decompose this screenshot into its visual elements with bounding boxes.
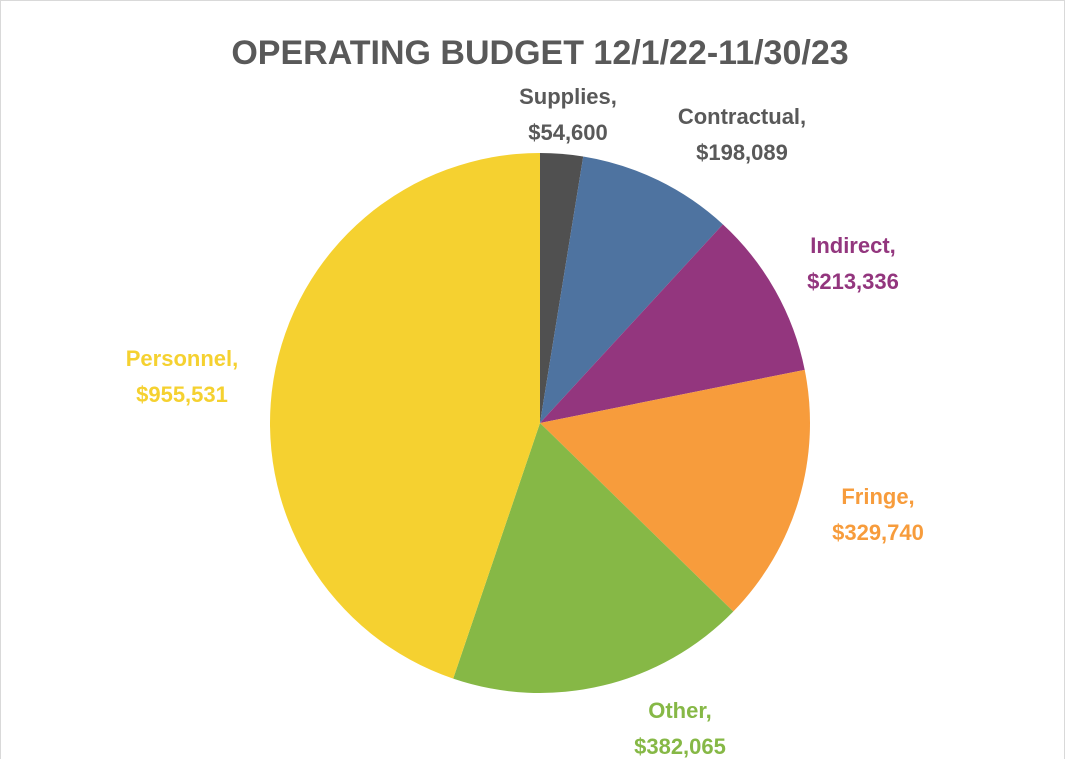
pie-slice [540, 153, 584, 423]
data-label-name: Supplies, [519, 84, 617, 109]
pie-slice [540, 369, 810, 612]
data-label-value: $382,065 [634, 734, 726, 759]
data-label-name: Contractual, [678, 104, 806, 129]
data-label-name: Other, [648, 698, 712, 723]
data-label-name: Personnel, [126, 346, 238, 371]
pie-slice [540, 156, 723, 423]
data-label-value: $329,740 [832, 520, 924, 545]
pie-slice [540, 224, 805, 423]
data-label-value: $955,531 [136, 382, 228, 407]
pie-slice [270, 153, 540, 679]
data-label-value: $213,336 [807, 269, 899, 294]
data-label-name: Indirect, [810, 233, 896, 258]
data-label-name: Fringe, [841, 484, 914, 509]
pie-slice [453, 423, 734, 693]
data-label-value: $54,600 [528, 120, 608, 145]
data-label-value: $198,089 [696, 140, 788, 165]
chart-title: OPERATING BUDGET 12/1/22-11/30/23 [231, 34, 848, 72]
